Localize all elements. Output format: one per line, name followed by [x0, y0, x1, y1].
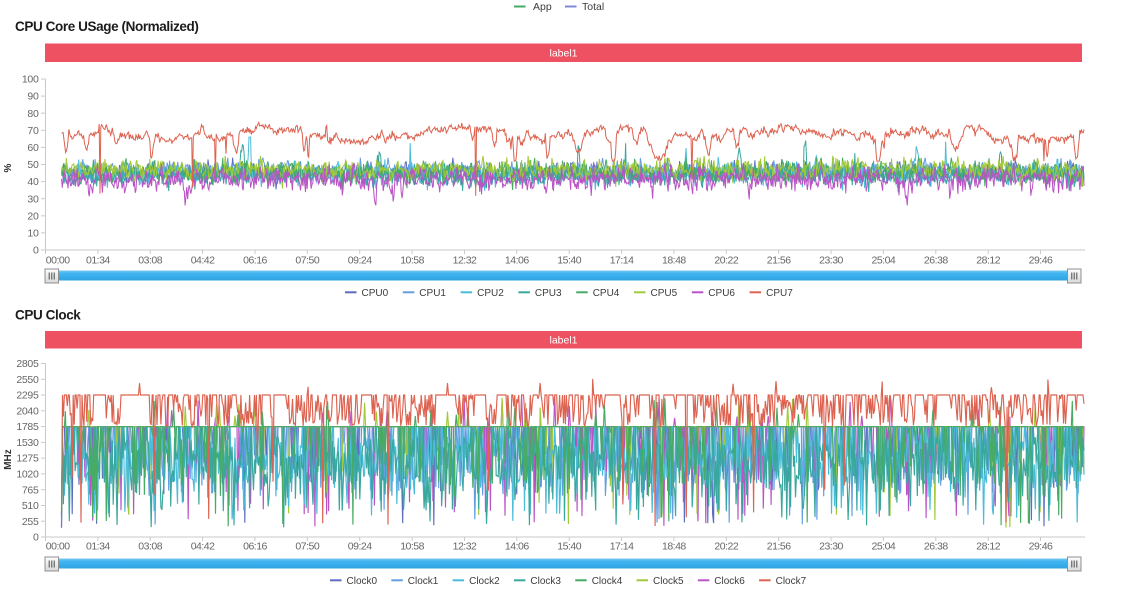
svg-text:255: 255	[22, 516, 39, 528]
svg-text:25:04: 25:04	[872, 541, 896, 553]
svg-text:765: 765	[22, 484, 39, 496]
svg-text:Clock4: Clock4	[592, 576, 623, 587]
svg-text:1020: 1020	[16, 469, 39, 481]
svg-text:03:08: 03:08	[138, 255, 162, 267]
svg-text:CPU6: CPU6	[708, 288, 735, 299]
svg-text:Clock2: Clock2	[469, 576, 500, 587]
svg-text:14:06: 14:06	[505, 255, 529, 267]
svg-text:2295: 2295	[16, 390, 39, 402]
svg-text:07:50: 07:50	[295, 541, 319, 553]
svg-text:23:30: 23:30	[819, 541, 843, 553]
svg-text:01:34: 01:34	[86, 541, 110, 553]
svg-text:Clock0: Clock0	[347, 576, 378, 587]
svg-text:60: 60	[27, 142, 39, 154]
svg-text:Clock7: Clock7	[776, 576, 807, 587]
svg-text:CPU3: CPU3	[535, 288, 562, 299]
svg-text:21:56: 21:56	[767, 541, 791, 553]
svg-text:28:12: 28:12	[976, 255, 1000, 267]
svg-text:04:42: 04:42	[191, 255, 215, 267]
svg-text:18:48: 18:48	[662, 255, 686, 267]
svg-text:Clock5: Clock5	[653, 576, 684, 587]
svg-text:12:32: 12:32	[453, 541, 477, 553]
svg-text:1530: 1530	[16, 437, 39, 449]
svg-text:10:58: 10:58	[400, 541, 424, 553]
svg-text:label1: label1	[549, 48, 577, 60]
svg-text:17:14: 17:14	[610, 255, 634, 267]
svg-text:1785: 1785	[16, 421, 39, 433]
svg-text:18:48: 18:48	[662, 541, 686, 553]
svg-text:28:12: 28:12	[976, 541, 1000, 553]
svg-text:09:24: 09:24	[348, 255, 372, 267]
svg-text:90: 90	[27, 91, 39, 103]
svg-text:CPU1: CPU1	[419, 288, 446, 299]
svg-text:26:38: 26:38	[924, 255, 948, 267]
svg-text:17:14: 17:14	[610, 541, 634, 553]
svg-text:CPU0: CPU0	[362, 288, 389, 299]
svg-text:12:32: 12:32	[453, 255, 477, 267]
svg-text:Clock6: Clock6	[714, 576, 745, 587]
svg-text:15:40: 15:40	[557, 255, 581, 267]
svg-text:80: 80	[27, 108, 39, 120]
svg-text:26:38: 26:38	[924, 541, 948, 553]
svg-text:10: 10	[27, 228, 39, 240]
svg-text:100: 100	[22, 74, 39, 86]
svg-text:06:16: 06:16	[243, 541, 267, 553]
svg-text:50: 50	[27, 159, 39, 171]
svg-text:06:16: 06:16	[243, 255, 267, 267]
svg-text:2805: 2805	[16, 358, 39, 370]
svg-text:Clock3: Clock3	[530, 576, 561, 587]
svg-text:14:06: 14:06	[505, 541, 529, 553]
svg-text:MHz: MHz	[3, 449, 14, 470]
svg-text:23:30: 23:30	[819, 255, 843, 267]
svg-text:04:42: 04:42	[191, 541, 215, 553]
svg-text:20:22: 20:22	[714, 255, 738, 267]
svg-text:07:50: 07:50	[295, 255, 319, 267]
svg-text:03:08: 03:08	[138, 541, 162, 553]
svg-text:40: 40	[27, 176, 39, 188]
svg-text:CPU4: CPU4	[593, 288, 620, 299]
svg-text:01:34: 01:34	[86, 255, 110, 267]
svg-text:%: %	[3, 163, 14, 172]
svg-text:29:46: 29:46	[1029, 541, 1053, 553]
svg-text:09:24: 09:24	[348, 541, 372, 553]
svg-text:20:22: 20:22	[714, 541, 738, 553]
svg-text:1275: 1275	[16, 453, 39, 465]
svg-text:10:58: 10:58	[400, 255, 424, 267]
svg-text:CPU Clock: CPU Clock	[15, 308, 81, 323]
svg-text:CPU2: CPU2	[477, 288, 504, 299]
svg-text:21:56: 21:56	[767, 255, 791, 267]
svg-text:CPU7: CPU7	[766, 288, 793, 299]
svg-text:29:46: 29:46	[1029, 255, 1053, 267]
svg-text:20: 20	[27, 210, 39, 222]
svg-text:CPU5: CPU5	[651, 288, 678, 299]
svg-text:0: 0	[33, 532, 39, 544]
svg-text:30: 30	[27, 193, 39, 205]
svg-text:Total: Total	[582, 1, 604, 13]
svg-text:00:00: 00:00	[46, 255, 70, 267]
svg-text:25:04: 25:04	[872, 255, 896, 267]
svg-text:15:40: 15:40	[557, 541, 581, 553]
svg-text:2550: 2550	[16, 374, 39, 386]
svg-text:CPU Core USage (Normalized): CPU Core USage (Normalized)	[15, 19, 199, 34]
svg-text:Clock1: Clock1	[408, 576, 439, 587]
svg-text:00:00: 00:00	[46, 541, 70, 553]
svg-text:70: 70	[27, 125, 39, 137]
svg-text:label1: label1	[549, 335, 577, 347]
svg-text:App: App	[533, 1, 552, 13]
svg-text:0: 0	[33, 245, 39, 257]
svg-text:510: 510	[22, 500, 39, 512]
svg-text:2040: 2040	[16, 405, 39, 417]
